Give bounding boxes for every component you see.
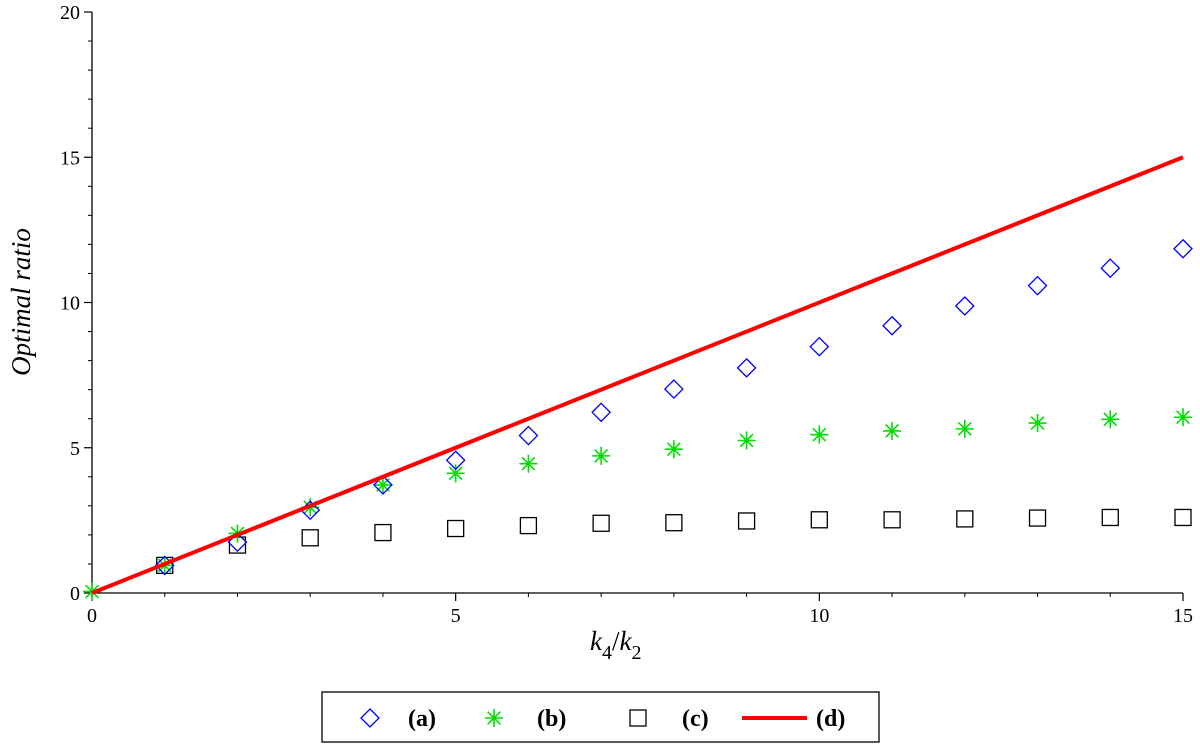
data-point: [519, 454, 538, 473]
data-point: [446, 464, 465, 483]
legend-label: (a): [408, 706, 436, 732]
data-point: [373, 475, 392, 494]
data-point: [737, 431, 756, 450]
data-point: [737, 512, 756, 530]
legend-marker: [360, 708, 380, 728]
series-layer: [83, 155, 1193, 601]
data-point: [591, 402, 612, 423]
y-ticks: 0 5 10 15 20: [60, 2, 92, 605]
data-point: [1028, 509, 1047, 527]
x-label-base2: k: [620, 626, 633, 656]
data-point: [301, 529, 319, 547]
data-point: [882, 315, 902, 336]
data-point: [519, 516, 538, 535]
data-point: [955, 419, 974, 438]
x-label-sub1: 4: [602, 642, 612, 664]
data-point: [665, 514, 683, 532]
legend-label: (c): [682, 706, 709, 732]
x-tick-label: 5: [451, 605, 461, 627]
legend-label: (d): [816, 706, 845, 732]
data-point: [1027, 275, 1048, 296]
data-point: [809, 336, 830, 357]
legend: (a) (b) (c) (d): [321, 691, 880, 743]
data-point: [736, 357, 757, 378]
data-point: [1101, 508, 1119, 527]
series-diamond: [154, 238, 1193, 576]
x-label-base: k: [590, 626, 603, 656]
data-point: [447, 519, 465, 538]
data-point: [883, 511, 901, 529]
y-tick-label: 5: [70, 438, 80, 460]
data-point: [883, 421, 902, 440]
series-line: [91, 155, 1184, 595]
y-tick-label: 20: [60, 2, 80, 24]
plot-area: 0 5 10 15 20 0 5 10 15: [60, 2, 1193, 627]
series-line: [91, 155, 1184, 595]
data-point: [373, 475, 393, 495]
data-point: [1173, 238, 1193, 259]
data-point: [1101, 410, 1120, 429]
x-tick-label: 10: [809, 605, 829, 627]
y-axis-label: Optimal ratio: [6, 228, 36, 376]
x-axis-label: k4/k2: [590, 626, 641, 664]
data-point: [374, 523, 392, 542]
x-tick-label: 0: [87, 605, 97, 627]
series-star: [83, 408, 1192, 601]
data-point: [663, 379, 684, 399]
data-point: [810, 511, 828, 529]
data-point: [810, 425, 829, 444]
x-tick-label: 15: [1173, 605, 1193, 627]
data-point: [445, 450, 466, 471]
y-tick-label: 10: [60, 293, 80, 315]
legend-marker: [485, 709, 503, 727]
y-tick-label: 15: [60, 147, 80, 169]
data-point: [956, 510, 974, 528]
data-point: [1174, 408, 1192, 427]
data-point: [1100, 258, 1121, 279]
data-point: [1174, 508, 1192, 527]
x-label-sub2: 2: [631, 642, 641, 664]
legend-label: (b): [537, 706, 566, 732]
data-point: [664, 440, 683, 459]
legend-items: (a) (b) (c) (d): [360, 706, 845, 732]
data-point: [592, 514, 610, 532]
data-point: [518, 425, 539, 446]
x-label-slash: /: [612, 626, 620, 656]
data-point: [592, 446, 611, 465]
x-ticks: 0 5 10 15: [87, 593, 1193, 627]
data-point: [1028, 414, 1047, 433]
y-tick-label: 0: [70, 583, 80, 605]
series-square: [156, 508, 1192, 575]
legend-marker: [629, 709, 647, 727]
data-point: [954, 296, 975, 316]
